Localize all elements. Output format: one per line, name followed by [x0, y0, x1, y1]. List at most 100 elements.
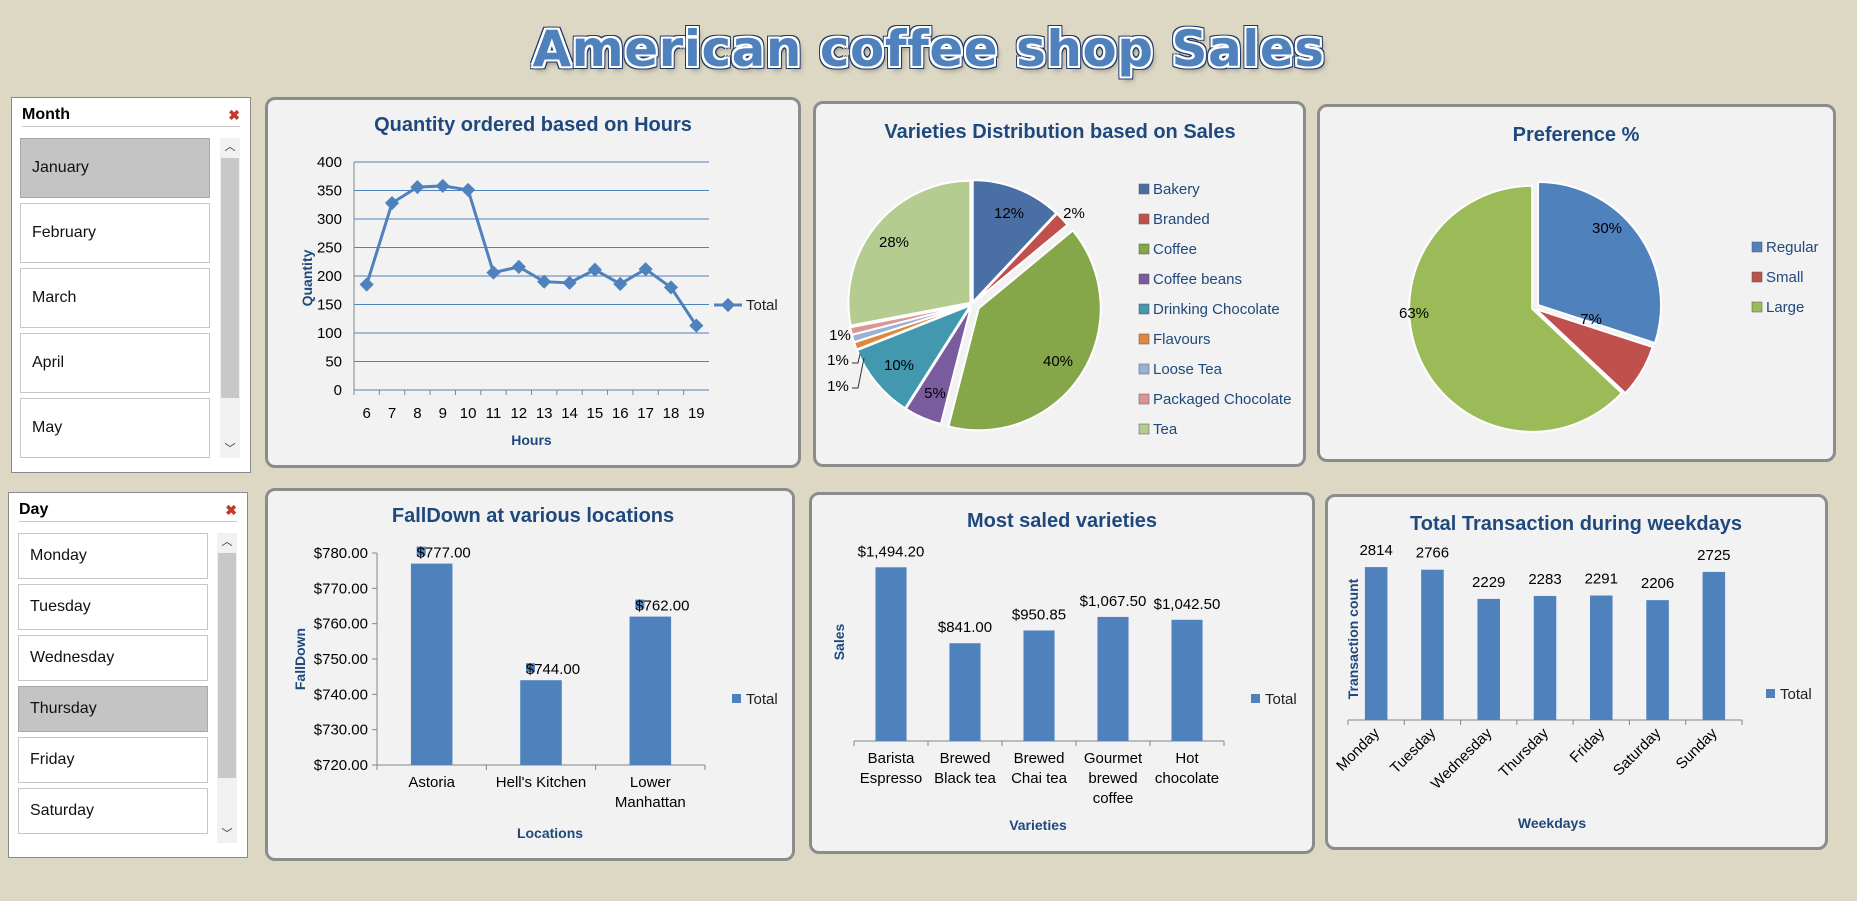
month-slicer-header: Month ✖ [22, 104, 240, 127]
bar [949, 643, 981, 741]
legend-swatch [1751, 271, 1763, 283]
bar [629, 616, 672, 765]
y-tick-label: 350 [317, 183, 342, 200]
pie-slice [855, 303, 973, 410]
legend-label: Packaged Chocolate [1153, 391, 1291, 408]
data-point [613, 276, 628, 292]
day-scroll-thumb[interactable] [218, 553, 236, 778]
x-tick-label: Barista [868, 750, 915, 767]
legend-swatch [1138, 303, 1150, 315]
hours-line-chart: Quantity ordered based on Hours 0 50 100 150… [299, 114, 778, 448]
most-saled-chart-panel[interactable]: Most saled varieties $1,494.20 Barista Espr… [809, 492, 1315, 854]
x-tick-label: 12 [510, 405, 527, 422]
legend-swatch [1138, 363, 1150, 375]
data-label-marker [526, 663, 535, 673]
scroll-down-icon[interactable]: ﹀ [221, 828, 233, 840]
x-tick-label: Friday [1567, 724, 1609, 766]
legend-label: Tea [1153, 421, 1178, 438]
data-point [384, 195, 400, 211]
slice-label: 10% [884, 357, 914, 374]
varieties-pie-chart: 12% 2% 40% 5% 10% 1% 1% 1% 28% Bakery Branded Coffe… [827, 121, 1291, 438]
day-item-tuesday[interactable]: Tuesday [18, 584, 208, 630]
legend-label: Coffee [1153, 241, 1197, 258]
scroll-up-icon[interactable]: ︿ [224, 141, 236, 153]
legend-label: Total [746, 297, 778, 314]
y-tick-label: 50 [325, 354, 342, 371]
day-item-saturday[interactable]: Saturday [18, 788, 208, 834]
legend-swatch [1138, 183, 1150, 195]
y-axis-title: Sales [831, 623, 847, 660]
x-axis-title: Varieties [1009, 817, 1067, 833]
y-tick-label: 300 [317, 211, 342, 228]
month-item-march[interactable]: March [20, 268, 210, 328]
legend-label: Bakery [1153, 181, 1200, 198]
month-scrollbar[interactable]: ︿ ﹀ [220, 138, 240, 458]
month-scroll-thumb[interactable] [221, 158, 239, 398]
x-axis-title: Locations [517, 825, 583, 841]
legend-marker [732, 694, 741, 703]
falldown-chart-panel[interactable]: FallDown at various locations $720.00 $730… [265, 488, 795, 861]
x-tick-label: Black tea [934, 770, 996, 787]
data-label-marker [416, 546, 426, 556]
x-tick-label: 17 [637, 405, 654, 422]
legend-marker [1251, 694, 1260, 703]
x-tick-label: Hot [1175, 750, 1199, 767]
x-axis-title: Weekdays [1518, 815, 1586, 831]
preference-pie-panel[interactable]: 30% 7% 63% Regular Small Large Preference % [1317, 104, 1836, 462]
bar-value-label: $1,042.50 [1154, 596, 1221, 613]
month-item-label: January [32, 159, 89, 176]
chart-title: Preference % [1513, 124, 1640, 146]
month-item-may[interactable]: May [20, 398, 210, 458]
day-item-thursday[interactable]: Thursday [18, 686, 208, 732]
bar [1477, 598, 1500, 720]
day-slicer-header: Day ✖ [19, 499, 237, 522]
x-tick-label: coffee [1093, 790, 1134, 807]
hours-chart-panel[interactable]: Quantity ordered based on Hours 0 50 100 150… [265, 97, 801, 468]
y-axis-title: Quantity [299, 249, 315, 306]
day-item-friday[interactable]: Friday [18, 737, 208, 783]
scroll-down-icon[interactable]: ﹀ [224, 443, 236, 455]
y-tick-label: 150 [317, 297, 342, 314]
day-item-label: Wednesday [30, 649, 115, 666]
x-axis-title: Hours [511, 432, 552, 448]
legend-label: Flavours [1153, 331, 1211, 348]
day-item-label: Friday [30, 751, 75, 768]
slice-label: 63% [1399, 305, 1429, 322]
y-tick-label: $730.00 [314, 722, 368, 739]
x-tick-label: 18 [663, 405, 680, 422]
leader-line [852, 357, 865, 389]
month-item-february[interactable]: February [20, 203, 210, 263]
scroll-up-icon[interactable]: ︿ [221, 536, 233, 548]
data-point [486, 265, 501, 280]
x-tick-label: Wednesday [1428, 724, 1496, 792]
day-item-wednesday[interactable]: Wednesday [18, 635, 208, 681]
data-point [587, 262, 602, 277]
day-scrollbar[interactable]: ︿ ﹀ [217, 533, 237, 843]
legend-label: Small [1766, 269, 1804, 286]
bar-value-label: 2291 [1585, 571, 1618, 588]
clear-filter-icon[interactable]: ✖ [225, 502, 237, 518]
weekdays-chart-panel[interactable]: Total Transaction during weekdays 2814 Mon… [1325, 494, 1828, 850]
bar [1097, 616, 1129, 741]
month-item-january[interactable]: January [20, 138, 210, 198]
x-tick-label: 19 [688, 405, 705, 422]
clear-filter-icon[interactable]: ✖ [228, 107, 240, 123]
legend-label: Drinking Chocolate [1153, 301, 1280, 318]
slice-label: 1% [829, 327, 851, 344]
x-tick-label: Astoria [408, 774, 455, 791]
y-tick-label: 100 [317, 325, 342, 342]
bar-value-label: 2206 [1641, 575, 1674, 592]
data-point [511, 259, 526, 274]
day-item-monday[interactable]: Monday [18, 533, 208, 579]
bar [1702, 571, 1726, 720]
legend-label: Total [1265, 691, 1297, 708]
x-tick-label: Brewed [1014, 750, 1065, 767]
legend-swatch [1138, 333, 1150, 345]
data-point [663, 280, 679, 295]
bar-value-label: $762.00 [635, 598, 689, 615]
varieties-pie-panel[interactable]: 12% 2% 40% 5% 10% 1% 1% 1% 28% Bakery Branded Coffe… [813, 101, 1306, 467]
x-tick-label: 10 [460, 405, 477, 422]
month-item-april[interactable]: April [20, 333, 210, 393]
pie-slice [1408, 184, 1624, 433]
legend-swatch [1751, 301, 1763, 313]
